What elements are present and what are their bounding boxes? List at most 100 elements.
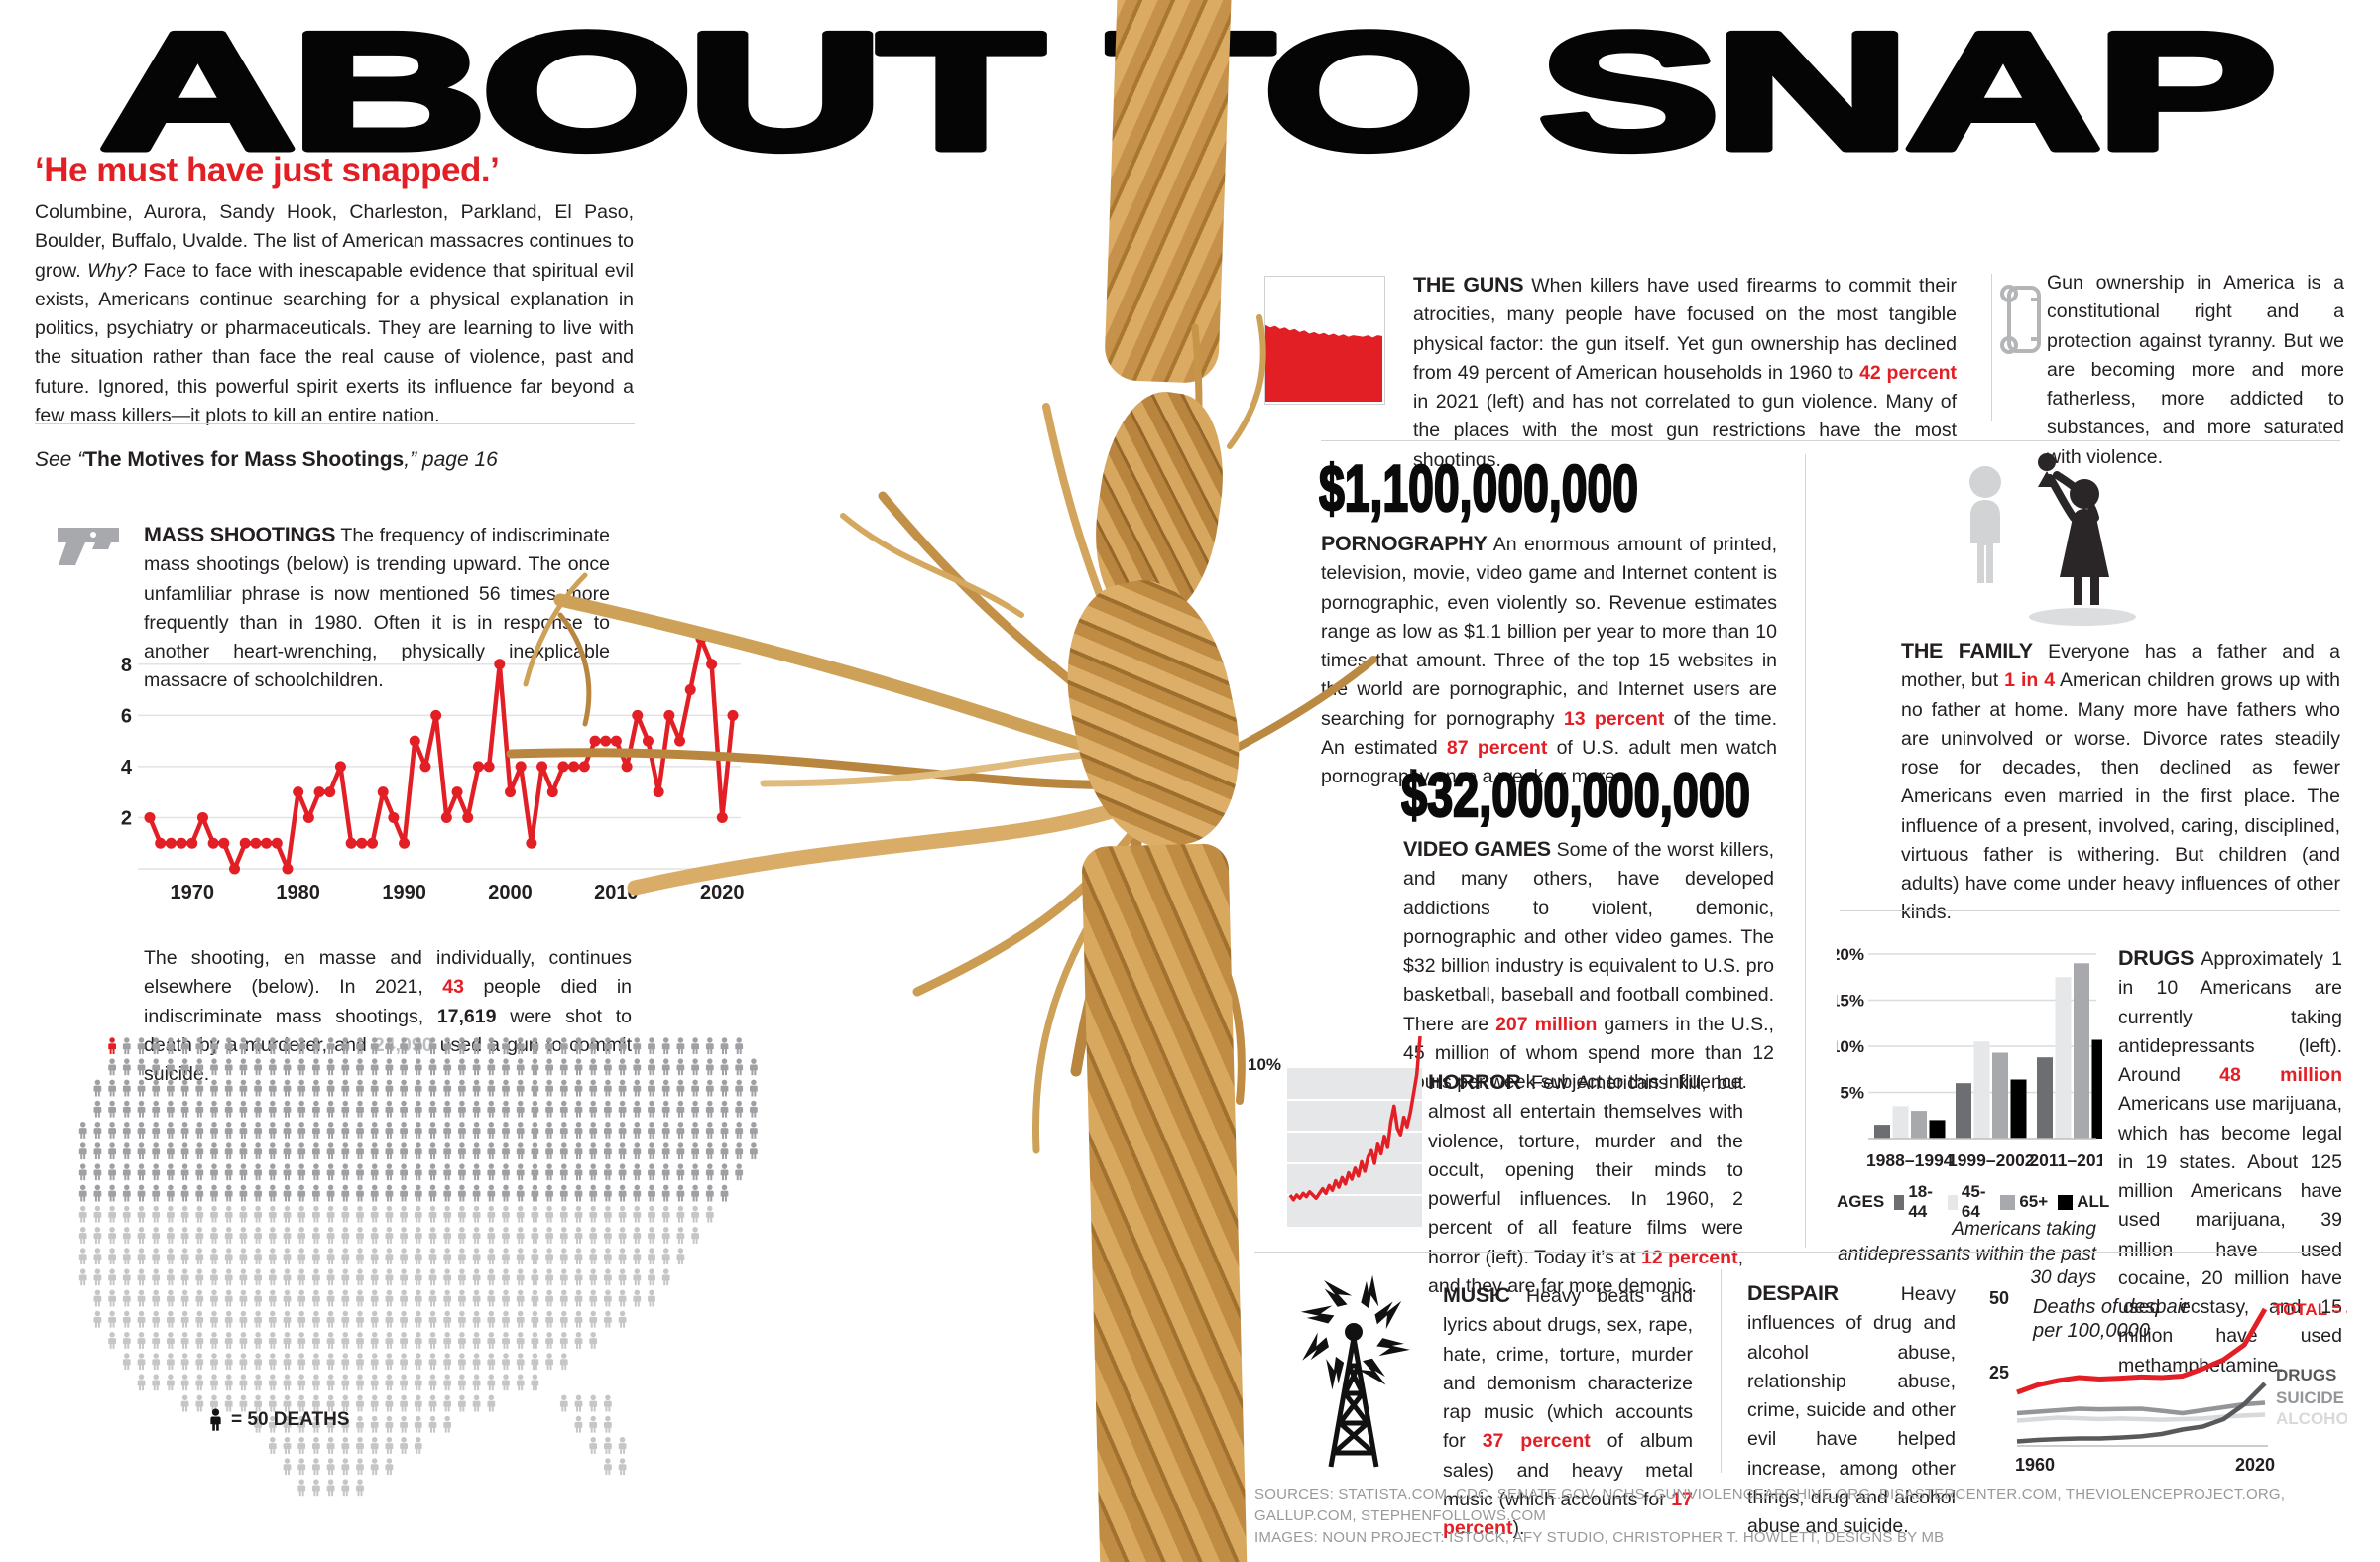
- run: people died in indiscriminate mass shoot…: [144, 976, 633, 1027]
- svg-text:ALCOHOL: ALCOHOL: [2276, 1409, 2347, 1428]
- run: of album sales) and heavy metal music (w…: [1443, 1430, 1693, 1510]
- run: Heavy beats and lyrics about drugs, sex,…: [1443, 1285, 1693, 1453]
- svg-text:DRUGS: DRUGS: [2276, 1366, 2336, 1384]
- videogames-headline: $32,000,000,000: [1401, 762, 1750, 828]
- drugs-label: DRUGS: [2118, 946, 2195, 970]
- music-37pct: 37 percent: [1482, 1430, 1591, 1453]
- porn-headline: $1,100,000,000: [1319, 451, 1638, 523]
- horror-line-chart: [1287, 1023, 1426, 1237]
- porn-13pct: 13 percent: [1563, 707, 1665, 730]
- run: When killers have used firearms to commi…: [1413, 275, 1957, 384]
- run: Everyone has a father and a mother, but: [1901, 641, 2340, 692]
- legend-item: ALL: [2058, 1192, 2109, 1212]
- run: The shooting, en masse and individually,…: [144, 947, 632, 999]
- gun-ownership-area-chart: [1265, 277, 1384, 407]
- bar-chart-legend: AGES 18-44 45-64 65+ ALL: [1837, 1182, 2109, 1222]
- see-suffix: ,” page 16: [404, 448, 498, 471]
- guns-paragraph: THE GUNS When killers have used firearms…: [1413, 269, 1957, 475]
- see-article-title: The Motives for Mass Shootings: [84, 448, 405, 471]
- horror-chart-ylabel: 10%: [1248, 1055, 1282, 1074]
- family-icon: [1969, 453, 2136, 626]
- see-reference: See “The Motives for Mass Shootings,” pa…: [35, 448, 498, 472]
- divider: [1805, 454, 1806, 1248]
- porn-87pct: 87 percent: [1446, 736, 1548, 759]
- svg-text:2000: 2000: [488, 882, 533, 903]
- map-legend-text: = 50 DEATHS: [231, 1408, 350, 1430]
- divider: [1721, 1269, 1722, 1473]
- guns-label: THE GUNS: [1413, 273, 1524, 297]
- radio-tower-icon: [1300, 1274, 1410, 1468]
- videogames-paragraph: VIDEO GAMES Some of the worst killers, a…: [1403, 833, 1774, 1097]
- run: gamers in the U.S., 45 million of whom s…: [1403, 1013, 1774, 1094]
- intro-run: Columbine, Aurora, Sandy Hook, Charlesto…: [35, 201, 634, 282]
- intro-heading: ‘He must have just snapped.’: [35, 151, 500, 189]
- svg-text:2020: 2020: [2235, 1455, 2275, 1475]
- mass-shootings-body: The frequency of indiscriminate mass sho…: [144, 525, 611, 692]
- svg-text:1980: 1980: [276, 882, 320, 903]
- map-legend: = 50 DEATHS: [208, 1408, 350, 1431]
- svg-text:6: 6: [121, 705, 132, 727]
- run: An enormous amount of printed, televisio…: [1321, 534, 1777, 730]
- pornography-paragraph: PORNOGRAPHY An enormous amount of printe…: [1321, 528, 1777, 791]
- svg-text:2: 2: [121, 807, 132, 829]
- sources-line1: SOURCES: STATISTA.COM, CDC, SENATE.GOV, …: [1254, 1486, 2286, 1524]
- run: ).: [1512, 1517, 1525, 1539]
- despair-label: DESPAIR: [1747, 1281, 1839, 1305]
- pornography-label: PORNOGRAPHY: [1321, 532, 1488, 555]
- sources: SOURCES: STATISTA.COM, CDC, SENATE.GOV, …: [1254, 1484, 2345, 1548]
- bar-chart-caption: Americans taking antidepressants within …: [1838, 1219, 2096, 1289]
- divider: [1840, 910, 2340, 911]
- lightning-bolts: [1300, 1274, 1410, 1390]
- run: of U.S. adult men watch pornography once…: [1321, 736, 1777, 787]
- divider: [1254, 1252, 2340, 1253]
- horror-label: HORROR: [1428, 1070, 1521, 1094]
- despair-paragraph: DESPAIR Heavy influences of drug and alc…: [1747, 1277, 1956, 1541]
- svg-text:20%: 20%: [1837, 945, 1864, 964]
- videogames-headline-svg: $32,000,000,000: [1401, 761, 1751, 828]
- deaths-mass: 43: [442, 976, 464, 999]
- videogames-label: VIDEO GAMES: [1403, 837, 1551, 861]
- legend-item: 18-44: [1894, 1182, 1938, 1222]
- porn-headline-svg: $1,100,000,000: [1319, 451, 1639, 523]
- svg-text:2020: 2020: [700, 882, 745, 903]
- legend-item: 65+: [2000, 1192, 2048, 1212]
- pistol-icon: [58, 528, 119, 565]
- svg-text:Deaths of despair: Deaths of despair: [2033, 1296, 2190, 1318]
- music-label: MUSIC: [1443, 1283, 1510, 1307]
- svg-text:15%: 15%: [1837, 992, 1864, 1011]
- run: Heavy influences of drug and alcohol abu…: [1747, 1283, 1956, 1537]
- guns-42pct: 42 percent: [1859, 361, 1957, 384]
- vg-207m: 207 million: [1495, 1013, 1598, 1035]
- svg-text:per 100,0000: per 100,0000: [2032, 1320, 2150, 1342]
- see-prefix: See “: [35, 448, 85, 471]
- svg-text:8: 8: [121, 655, 132, 676]
- rope-bottom: [1081, 843, 1248, 1562]
- music-paragraph: MUSIC Heavy beats and lyrics about drugs…: [1443, 1279, 1693, 1543]
- drugs-paragraph: DRUGS Approximately 1 in 10 Americans ar…: [2118, 942, 2342, 1381]
- rope-frayed-strands: [506, 314, 1377, 1154]
- scroll-icon: [2000, 285, 2041, 354]
- family-label: THE FAMILY: [1901, 639, 2033, 662]
- music-17pct: 17 percent: [1443, 1488, 1693, 1539]
- svg-text:1970: 1970: [171, 882, 215, 903]
- svg-text:1988–1994: 1988–1994: [1866, 1150, 1954, 1170]
- intro-why: Why?: [87, 259, 137, 282]
- svg-text:25: 25: [1989, 1363, 2009, 1382]
- svg-text:1960: 1960: [2015, 1455, 2055, 1475]
- svg-text:1990: 1990: [382, 882, 426, 903]
- run: , and they are far more demonic.: [1428, 1246, 1743, 1297]
- horror-paragraph: HORROR Few Americans kill, but almost al…: [1428, 1066, 1743, 1301]
- drugs-48m: 48 million: [2219, 1064, 2342, 1086]
- svg-text:1999–2002: 1999–2002: [1948, 1150, 2035, 1170]
- svg-text:50: 50: [1989, 1288, 2009, 1308]
- guns-right-note: Gun ownership in America is a constituti…: [2047, 272, 2344, 468]
- mass-shootings-paragraph: MASS SHOOTINGS The frequency of indiscri…: [144, 519, 610, 696]
- run: Approximately 1 in 10 Americans are curr…: [2118, 948, 2342, 1086]
- family-1in4: 1 in 4: [2004, 669, 2056, 692]
- svg-text:SUICIDE: SUICIDE: [2276, 1388, 2344, 1407]
- ages-label: AGES: [1837, 1192, 1885, 1211]
- intro-run: Face to face with inescapable evidence t…: [35, 259, 634, 426]
- divider: [35, 423, 635, 424]
- person-icon: [208, 1408, 223, 1431]
- run: of the time. An estimated: [1321, 707, 1777, 759]
